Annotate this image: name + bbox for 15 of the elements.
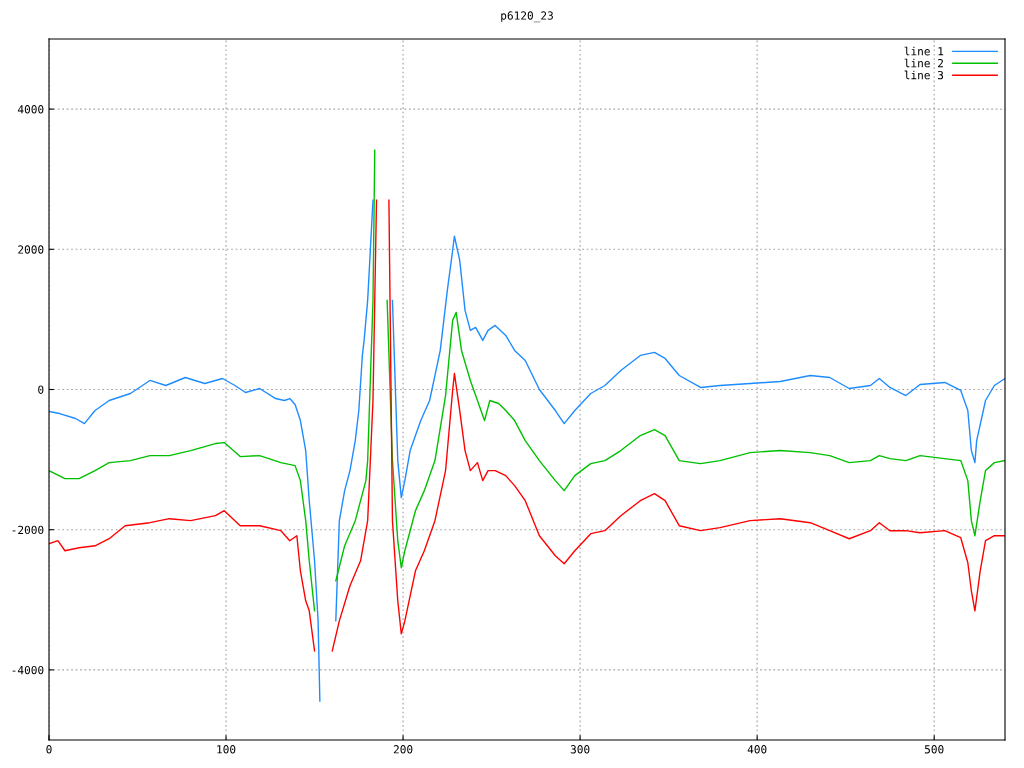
y-tick-label: -4000 bbox=[12, 665, 44, 675]
x-tick-label: 400 bbox=[747, 745, 767, 754]
legend-label: line 3 bbox=[904, 70, 944, 80]
x-tick-label: 200 bbox=[393, 745, 413, 754]
x-tick-label: 100 bbox=[217, 745, 236, 754]
y-tick-label: 0 bbox=[38, 385, 44, 394]
x-tick-label: 0 bbox=[46, 745, 52, 754]
legend-label: line 1 bbox=[904, 46, 944, 56]
y-tick-label: 2000 bbox=[18, 245, 44, 254]
legend-label: line 2 bbox=[904, 58, 943, 68]
chart-title: p6120_23 bbox=[501, 11, 553, 23]
y-tick-label: -2000 bbox=[12, 525, 44, 535]
x-tick-label: 300 bbox=[570, 745, 590, 754]
y-tick-label: 4000 bbox=[17, 105, 44, 114]
x-tick-label: 500 bbox=[924, 745, 944, 754]
